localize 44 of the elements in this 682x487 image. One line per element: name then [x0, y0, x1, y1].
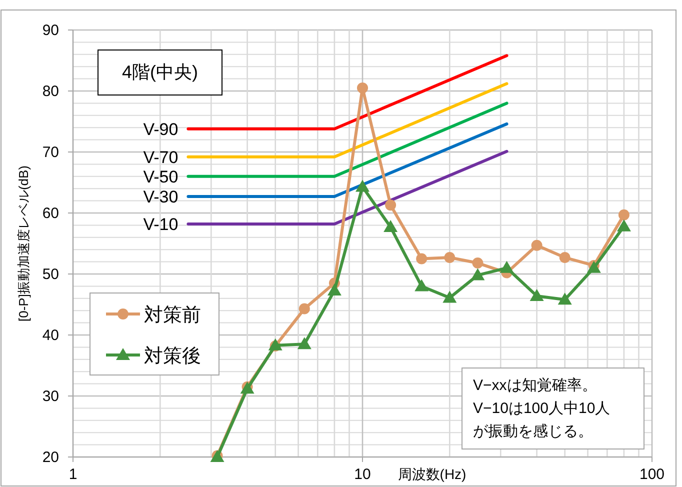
- x-axis-title: 周波数(Hz): [398, 466, 466, 482]
- annotation: V−10は100人中10人: [473, 400, 610, 417]
- legend-label: 対策前: [144, 304, 201, 326]
- point: [384, 220, 398, 232]
- annotation: が振動を感じる。: [473, 423, 593, 440]
- point: [357, 82, 368, 94]
- x-tick-label: 1: [68, 466, 78, 483]
- point: [530, 288, 544, 301]
- series-label: V-90: [143, 120, 178, 139]
- point: [470, 268, 485, 280]
- point: [442, 290, 457, 303]
- point: [416, 253, 428, 264]
- point: [297, 337, 312, 350]
- y-tick-label: 50: [42, 266, 59, 283]
- point: [356, 180, 370, 192]
- point: [500, 260, 514, 273]
- point: [327, 283, 342, 296]
- point: [531, 240, 542, 251]
- point: [298, 303, 310, 314]
- point: [558, 292, 572, 305]
- point: [559, 252, 570, 264]
- x-tick-label: 10: [354, 466, 371, 483]
- y-tick-label: 40: [42, 327, 59, 344]
- y-axis-title: [0-P]振動加速度レベル(dB): [16, 165, 31, 322]
- y-tick-label: 80: [42, 83, 59, 100]
- annotation: 4階(中央): [122, 62, 198, 82]
- y-tick-label: 20: [42, 449, 59, 466]
- series-label: V-70: [143, 148, 178, 167]
- y-tick-label: 90: [42, 22, 59, 39]
- series-label: V-30: [143, 188, 178, 207]
- point: [444, 252, 456, 264]
- annotation: V−xxは知覚確率。: [473, 377, 597, 394]
- series-label: V-10: [143, 214, 178, 234]
- y-tick-label: 70: [42, 144, 59, 161]
- point: [472, 258, 484, 269]
- point: [414, 279, 429, 292]
- series-label: V-50: [143, 167, 178, 186]
- point: [618, 209, 630, 220]
- y-tick-label: 60: [42, 205, 59, 222]
- legend-label: 対策後: [144, 345, 201, 367]
- point: [616, 219, 631, 232]
- point: [385, 200, 396, 211]
- y-tick-label: 30: [42, 388, 59, 405]
- x-tick-label: 100: [639, 466, 665, 483]
